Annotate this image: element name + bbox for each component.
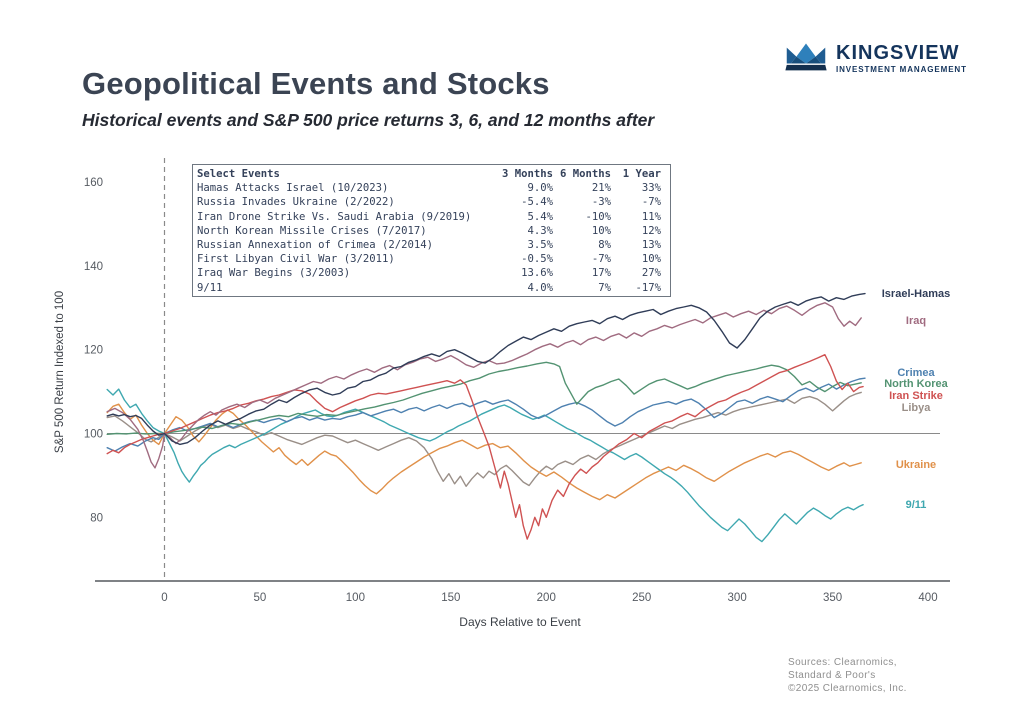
table-row: North Korean Missile Crises (7/2017) 4.3%…	[197, 224, 666, 238]
event-table: Select Events 3 Months 6 Months 1 Year H…	[192, 164, 671, 297]
logo-text: KINGSVIEW INVESTMENT MANAGEMENT	[836, 38, 967, 74]
return-3m: 13.6%	[521, 267, 553, 280]
table-body: Hamas Attacks Israel (10/2023) 9.0% 21% 33%…	[197, 181, 666, 295]
return-1y: -17%	[635, 281, 661, 294]
col-header-events: Select Events	[197, 168, 280, 180]
series-label-9-11: 9/11	[905, 498, 927, 511]
series-line-north-korea	[106, 361, 862, 435]
return-1y: -7%	[641, 196, 661, 209]
table-row: Russian Annexation of Crimea (2/2014) 3.5…	[197, 238, 666, 252]
return-3m: 9.0%	[527, 182, 553, 195]
event-name: 9/11	[197, 281, 223, 294]
x-tick-label: 150	[441, 592, 460, 604]
page-title: Geopolitical Events and Stocks	[82, 66, 550, 101]
event-name: Hamas Attacks Israel (10/2023)	[197, 182, 389, 195]
crown-icon	[785, 43, 827, 71]
table-row: First Libyan Civil War (3/2011) -0.5% -7% 1…	[197, 252, 666, 266]
return-6m: -10%	[585, 210, 611, 223]
return-3m: 4.0%	[527, 281, 553, 294]
series-label-israel-hamas: Israel-Hamas	[881, 288, 951, 301]
sources-line: ©2025 Clearnomics, Inc.	[788, 683, 907, 694]
series-label-crimea: Crimea	[897, 366, 935, 379]
series-line-9-11	[106, 388, 864, 543]
return-1y: 10%	[641, 253, 661, 266]
return-1y: 11%	[641, 210, 661, 223]
y-tick-label: 80	[90, 512, 103, 524]
series-line-israel-hamas	[106, 292, 866, 446]
x-tick-label: 200	[537, 592, 556, 604]
event-name: Iraq War Begins (3/2003)	[197, 267, 351, 280]
table-row: Hamas Attacks Israel (10/2023) 9.0% 21% 33%	[197, 181, 666, 195]
x-tick-label: 300	[728, 592, 747, 604]
series-line-iran-strike	[106, 354, 864, 540]
x-axis-title: Days Relative to Event	[459, 615, 581, 629]
series-label-north-korea: North Korea	[884, 378, 948, 391]
return-1y: 12%	[641, 224, 661, 237]
x-tick-label: 400	[918, 592, 937, 604]
table-row: Russia Invades Ukraine (2/2022) -5.4% -3% -…	[197, 195, 666, 209]
return-1y: 27%	[641, 267, 661, 280]
return-3m: 3.5%	[527, 239, 553, 252]
kingsview-logo: KINGSVIEW INVESTMENT MANAGEMENT	[784, 38, 967, 82]
return-6m: 17%	[591, 267, 611, 280]
y-tick-label: 160	[84, 177, 103, 189]
return-6m: 7%	[598, 281, 611, 294]
return-6m: 21%	[591, 182, 611, 195]
event-name: Russia Invades Ukraine (2/2022)	[197, 196, 395, 209]
table-row: 9/11 4.0% 7% -17%	[197, 281, 666, 295]
x-tick-label: 250	[632, 592, 651, 604]
series-label-ukraine: Ukraine	[895, 458, 937, 471]
event-name: Iran Drone Strike Vs. Saudi Arabia (9/20…	[197, 210, 472, 223]
col-header-6months: 6 Months	[559, 168, 611, 180]
return-6m: -7%	[591, 253, 611, 266]
x-tick-label: 0	[161, 592, 167, 604]
return-6m: 10%	[591, 224, 611, 237]
y-tick-label: 120	[84, 345, 103, 357]
y-tick-label: 100	[84, 429, 103, 441]
return-3m: -0.5%	[521, 253, 553, 266]
series-label-iraq: Iraq	[905, 315, 927, 328]
event-name: North Korean Missile Crises (7/2017)	[197, 224, 427, 237]
x-tick-label: 50	[254, 592, 267, 604]
return-6m: -3%	[591, 196, 611, 209]
series-line-crimea	[106, 377, 866, 452]
return-3m: 5.4%	[527, 210, 553, 223]
y-tick-label: 140	[84, 261, 103, 273]
x-tick-label: 100	[346, 592, 365, 604]
series-line-ukraine	[106, 403, 862, 501]
x-tick-label: 350	[823, 592, 842, 604]
sources-note: Sources: Clearnomics, Standard & Poor's …	[788, 656, 907, 695]
table-header-row: Select Events 3 Months 6 Months 1 Year	[197, 167, 666, 181]
col-header-3months: 3 Months	[501, 168, 553, 180]
event-name: Russian Annexation of Crimea (2/2014)	[197, 239, 433, 252]
return-1y: 13%	[641, 239, 661, 252]
series-label-libya: Libya	[901, 401, 931, 414]
sources-line: Standard & Poor's	[788, 670, 876, 681]
table-row: Iraq War Begins (3/2003) 13.6% 17% 27%	[197, 266, 666, 280]
logo-name: KINGSVIEW	[836, 42, 960, 64]
y-axis-title: S&P 500 Return Indexed to 100	[54, 291, 66, 453]
return-3m: 4.3%	[527, 224, 553, 237]
return-3m: -5.4%	[521, 196, 553, 209]
sources-line: Sources: Clearnomics,	[788, 657, 897, 668]
return-6m: 8%	[598, 239, 611, 252]
page-subtitle: Historical events and S&P 500 price retu…	[82, 110, 655, 130]
logo-tagline: INVESTMENT MANAGEMENT	[836, 65, 967, 74]
col-header-1year: 1 Year	[622, 168, 661, 180]
return-1y: 33%	[641, 182, 661, 195]
event-name: First Libyan Civil War (3/2011)	[197, 253, 395, 266]
series-label-iran-strike: Iran Strike	[889, 390, 943, 403]
table-row: Iran Drone Strike Vs. Saudi Arabia (9/20…	[197, 210, 666, 224]
series-line-libya	[106, 391, 862, 487]
series-line-iraq	[106, 302, 862, 469]
